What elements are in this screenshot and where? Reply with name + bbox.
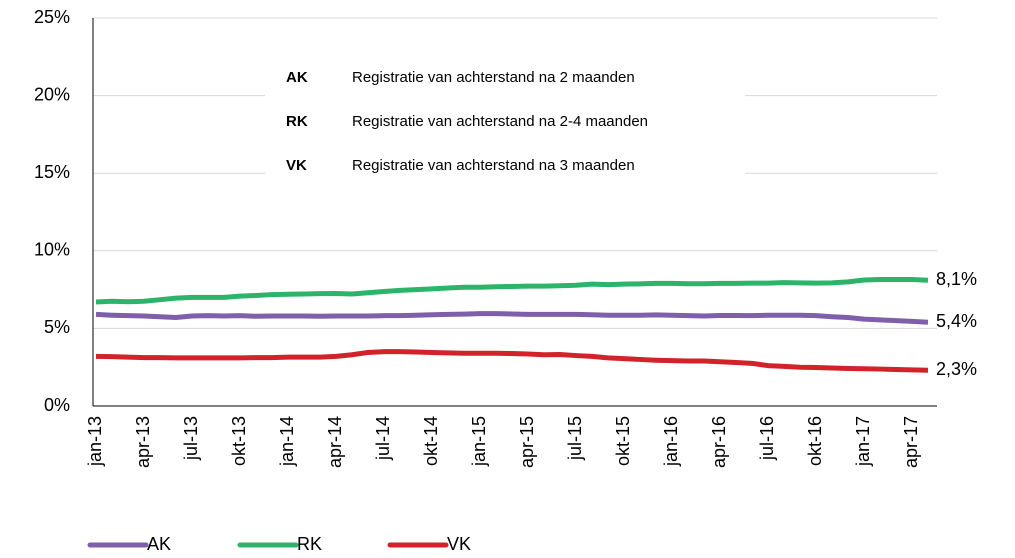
x-tick-label: jul-16 — [757, 416, 777, 461]
x-tick-label: jan-13 — [85, 416, 105, 467]
x-tick-label: apr-17 — [901, 416, 921, 468]
annotation-abbreviation: AK — [286, 69, 308, 86]
x-tick-label: jan-14 — [277, 416, 297, 467]
x-tick-label: jan-16 — [661, 416, 681, 467]
y-tick-label: 20% — [34, 84, 70, 104]
annotation-box — [265, 55, 745, 185]
series-line — [95, 311, 929, 325]
series-line — [95, 277, 929, 305]
x-tick-label: jan-15 — [469, 416, 489, 467]
x-tick-label: apr-16 — [709, 416, 729, 468]
y-tick-label: 25% — [34, 7, 70, 27]
legend-label: VK — [447, 534, 471, 554]
value-label: 2,3% — [936, 359, 977, 379]
legend-label: AK — [147, 534, 171, 554]
legend-label: RK — [297, 534, 322, 554]
x-tick-label: apr-14 — [325, 416, 345, 468]
x-tick-label: jul-15 — [565, 416, 585, 461]
annotation-text: Registratie van achterstand na 2-4 maand… — [352, 113, 648, 130]
y-tick-label: 10% — [34, 240, 70, 260]
x-tick-label: apr-15 — [517, 416, 537, 468]
value-label: 8,1% — [936, 269, 977, 289]
series-line — [95, 349, 929, 373]
annotation-text: Registratie van achterstand na 2 maanden — [352, 69, 635, 86]
y-tick-label: 0% — [44, 395, 70, 415]
x-tick-label: okt-15 — [613, 416, 633, 466]
y-tick-label: 5% — [44, 317, 70, 337]
x-tick-label: okt-13 — [229, 416, 249, 466]
annotation-abbreviation: RK — [286, 113, 308, 130]
annotation-text: Registratie van achterstand na 3 maanden — [352, 157, 635, 174]
x-tick-label: okt-14 — [421, 416, 441, 466]
x-tick-label: apr-13 — [133, 416, 153, 468]
value-label: 5,4% — [936, 311, 977, 331]
x-tick-label: okt-16 — [805, 416, 825, 466]
x-tick-label: jul-13 — [181, 416, 201, 461]
x-tick-label: jan-17 — [853, 416, 873, 467]
x-tick-label: jul-14 — [373, 416, 393, 461]
y-tick-label: 15% — [34, 162, 70, 182]
annotation-abbreviation: VK — [286, 157, 307, 174]
